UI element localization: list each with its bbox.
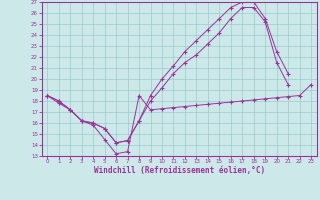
X-axis label: Windchill (Refroidissement éolien,°C): Windchill (Refroidissement éolien,°C) [94,166,265,175]
